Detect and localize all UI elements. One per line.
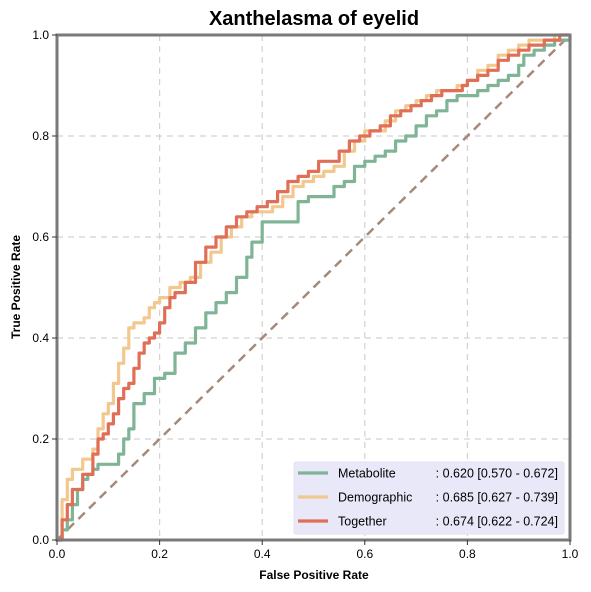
legend-label-together: Together [338, 515, 387, 529]
x-tick-label-5: 1.0 [562, 547, 579, 561]
chart-title: Xanthelasma of eyelid [209, 8, 419, 30]
y-tick-label-5: 1.0 [32, 28, 49, 42]
plot-frame [55, 33, 572, 542]
grid-lines [57, 35, 570, 540]
y-tick-label-0: 0.0 [32, 533, 49, 547]
y-tick-label-2: 0.4 [32, 331, 49, 345]
y-tick-label-3: 0.6 [32, 230, 49, 244]
legend: Metabolite : 0.620 [0.570 - 0.672] Demogra… [293, 461, 565, 535]
y-tick-label-1: 0.2 [32, 432, 49, 446]
x-axis-label: False Positive Rate [259, 568, 369, 582]
legend-value-metabolite: : 0.620 [0.570 - 0.672] [436, 467, 558, 481]
legend-box [293, 461, 565, 535]
x-tick-label-4: 0.8 [459, 547, 476, 561]
legend-label-metabolite: Metabolite [338, 467, 396, 481]
x-tick-label-3: 0.6 [356, 547, 373, 561]
roc-curve-metabolite [57, 35, 572, 542]
roc-curve-demographic [57, 33, 570, 542]
y-axis-label: True Positive Rate [9, 235, 23, 339]
roc-curves [57, 33, 572, 542]
x-tick-label-0: 0.0 [49, 547, 66, 561]
roc-curve-together [57, 33, 570, 542]
x-tick-label-1: 0.2 [151, 547, 168, 561]
legend-value-demographic: : 0.685 [0.627 - 0.739] [436, 491, 558, 505]
x-tick-label-2: 0.4 [254, 547, 271, 561]
legend-label-demographic: Demographic [338, 491, 412, 505]
legend-value-together: : 0.674 [0.622 - 0.724] [436, 515, 558, 529]
y-tick-label-4: 0.8 [32, 129, 49, 143]
axis-ticks: 0.0 0.2 0.4 0.6 0.8 1.0 0.0 0.2 0.4 0.6 0.8 1.0 [32, 28, 578, 561]
